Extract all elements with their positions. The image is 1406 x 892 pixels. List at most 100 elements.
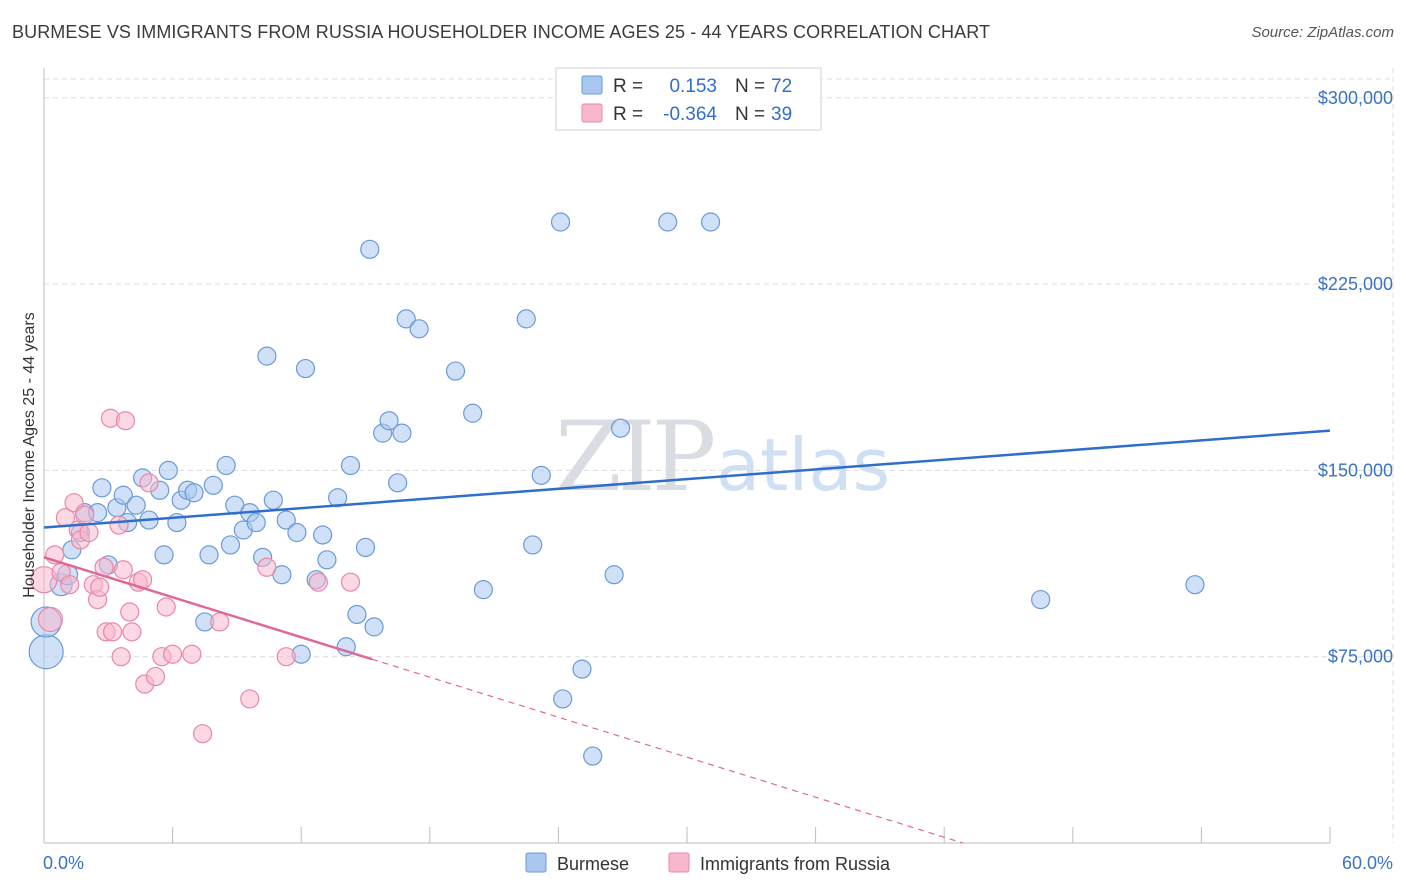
legend: R = 0.153 N = 72 R = -0.364 N = 39 (555, 67, 822, 131)
burmese-point-69 (700, 212, 721, 232)
burmese-point-44 (336, 637, 356, 657)
burmese-point-34 (263, 490, 283, 510)
trend-lines (43, 429, 1331, 844)
russia-trend-extension (371, 658, 963, 844)
burmese-point-55 (409, 319, 429, 339)
burmese-point-65 (583, 746, 603, 766)
burmese-point-37 (287, 522, 307, 543)
grid (44, 68, 1394, 843)
burmese-point-31 (246, 512, 266, 533)
burmese-point-43 (328, 488, 348, 508)
burmese-point-11 (113, 485, 133, 505)
legend-n-value-burmese: 72 (771, 76, 792, 97)
burmese-point-53 (392, 423, 412, 443)
burmese-point-25 (203, 475, 223, 495)
russia-point-22 (120, 602, 140, 622)
legend-r-label-burmese: R = (613, 76, 643, 97)
russia-point-18 (109, 515, 129, 535)
legend-swatch-burmese (581, 75, 603, 95)
axes (43, 68, 1331, 844)
burmese-point-49 (364, 617, 384, 637)
burmese-point-66 (604, 565, 624, 585)
russia-point-30 (156, 597, 176, 617)
burmese-point-71 (1185, 575, 1205, 595)
bottom-legend-label-burmese: Burmese (557, 854, 629, 874)
russia-point-33 (193, 724, 213, 744)
bottom-legend-swatch-russia (668, 852, 690, 873)
burmese-point-17 (154, 545, 174, 565)
burmese-point-63 (553, 689, 573, 709)
legend-swatch-russia (581, 103, 603, 123)
burmese-point-57 (463, 403, 483, 423)
burmese-point-61 (531, 465, 551, 485)
russia-point-39 (340, 572, 361, 592)
russia-point-27 (139, 473, 159, 493)
russia-point-38 (308, 572, 328, 592)
burmese-point-70 (1031, 589, 1051, 610)
chart-title: BURMESE VS IMMIGRANTS FROM RUSSIA HOUSEH… (12, 22, 991, 42)
burmese-point-45 (340, 455, 361, 476)
burmese-point-36 (276, 510, 296, 530)
russia-point-1 (37, 606, 64, 633)
burmese-point-48 (360, 239, 380, 259)
russia-point-20 (113, 560, 133, 580)
burmese-point-52 (388, 473, 408, 493)
burmese-point-67 (610, 418, 631, 438)
burmese-point-64 (572, 659, 592, 679)
russia-point-10 (79, 522, 99, 543)
bottom-legend-swatch-burmese (525, 852, 547, 873)
legend-n-label-burmese: N = (735, 76, 765, 97)
burmese-point-59 (516, 309, 536, 329)
bottom-legend-label-russia: Immigrants from Russia (700, 854, 891, 874)
burmese-point-39 (295, 358, 316, 379)
legend-r-label-russia: R = (613, 104, 643, 125)
burmese-point-27 (220, 535, 241, 555)
burmese-point-56 (445, 361, 466, 381)
burmese-point-13 (126, 495, 146, 515)
burmese-point-24 (199, 545, 219, 565)
russia-point-34 (210, 612, 230, 632)
burmese-points (28, 212, 1205, 766)
russia-point-9 (75, 505, 95, 525)
burmese-point-42 (317, 550, 337, 570)
legend-r-value-burmese: 0.153 (669, 76, 717, 97)
russia-point-17 (102, 622, 123, 642)
y-tick-label-3: $300,000 (1318, 88, 1393, 108)
russia-point-21 (115, 411, 136, 431)
watermark-zip: ZIP (555, 401, 714, 513)
watermark: ZIP atlas (555, 401, 890, 513)
burmese-point-47 (355, 537, 376, 558)
russia-point-36 (257, 557, 277, 577)
y-tick-labels: $75,000 $150,000 $225,000 $300,000 (1318, 88, 1393, 667)
burmese-point-0 (28, 634, 64, 670)
y-tick-label-2: $225,000 (1318, 274, 1393, 294)
y-axis-label: Householder Income Ages 25 - 44 years (21, 312, 38, 598)
burmese-point-68 (658, 212, 678, 232)
burmese-point-41 (313, 525, 333, 545)
x-tick-label-min: 0.0% (43, 853, 84, 873)
russia-point-35 (240, 689, 260, 709)
russia-point-28 (145, 666, 166, 687)
russia-trend-line (43, 556, 373, 661)
burmese-point-60 (523, 535, 543, 555)
legend-r-value-russia: -0.364 (663, 104, 717, 125)
burmese-point-46 (347, 604, 367, 625)
burmese-point-18 (158, 460, 178, 481)
y-tick-label-1: $150,000 (1318, 460, 1393, 480)
burmese-point-26 (216, 455, 236, 476)
legend-n-label-russia: N = (735, 104, 765, 125)
russia-points (30, 408, 361, 744)
burmese-point-33 (257, 346, 277, 366)
legend-n-value-russia: 39 (771, 104, 792, 125)
burmese-point-58 (473, 580, 493, 600)
russia-point-5 (60, 575, 80, 595)
y-tick-label-0: $75,000 (1328, 647, 1393, 667)
russia-point-13 (90, 577, 110, 597)
russia-point-19 (111, 647, 131, 667)
burmese-trend-line (43, 429, 1331, 529)
burmese-point-51 (379, 411, 399, 431)
burmese-point-54 (396, 309, 416, 329)
x-tick-label-max: 60.0% (1342, 853, 1393, 873)
russia-point-37 (276, 647, 296, 667)
